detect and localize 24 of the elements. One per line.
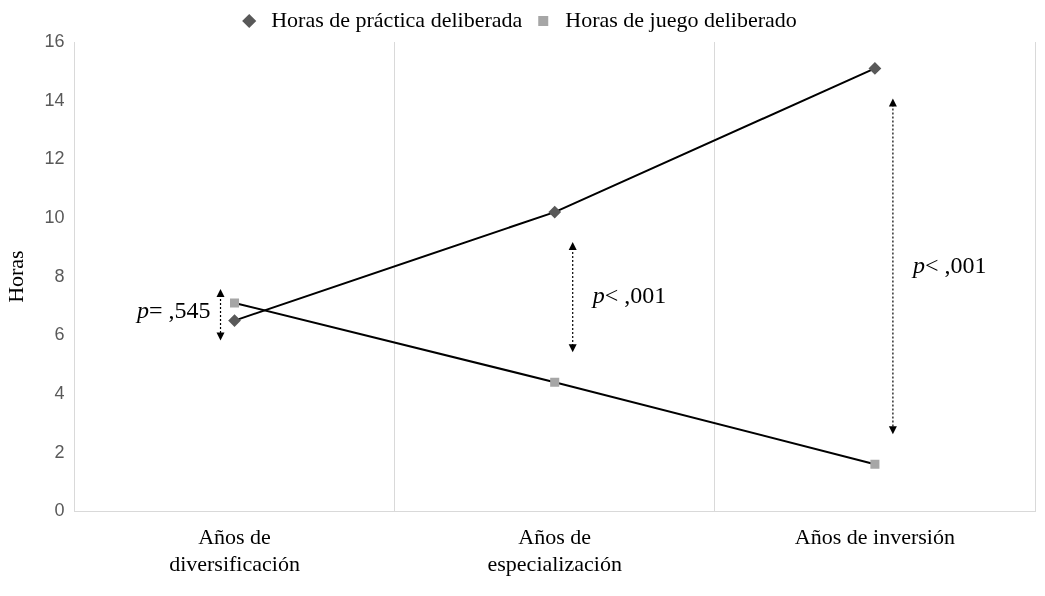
x-tick-label: Años de especialización (487, 524, 622, 576)
annotation: p< ,001 (910, 251, 987, 278)
annotation: p= ,545 (134, 297, 211, 324)
y-tick-label: 16 (44, 30, 65, 51)
y-tick-label: 0 (54, 500, 65, 521)
point (868, 62, 881, 75)
x-tick-label: Años de diversificación (169, 524, 300, 576)
point (870, 459, 880, 469)
y-tick-label: 4 (54, 382, 65, 403)
point (229, 298, 240, 308)
legend-label: Horas de práctica deliberada (271, 6, 523, 32)
y-tick-label: 2 (54, 441, 65, 462)
y-tick-label: 14 (44, 89, 65, 110)
y-tick-label: 12 (44, 148, 65, 169)
y-tick-label: 8 (54, 265, 65, 286)
y-tick-label: 6 (54, 324, 65, 345)
y-axis-title: Horas (2, 250, 28, 303)
y-tick-label: 10 (44, 206, 65, 227)
legend-label: Horas de juego deliberado (565, 6, 797, 32)
point (550, 377, 560, 387)
annotation: p< ,001 (590, 282, 667, 309)
point (228, 314, 241, 327)
x-tick-label: Años de inversión (794, 524, 955, 550)
point (548, 206, 561, 219)
